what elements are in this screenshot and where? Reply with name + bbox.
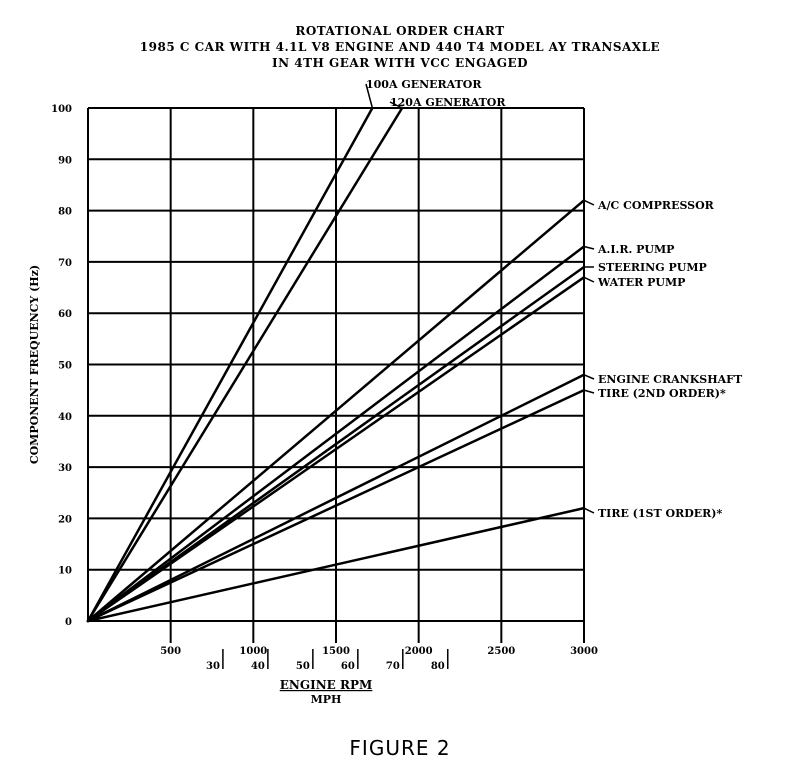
series-line (86, 245, 586, 623)
series-label: A.I.R. PUMP (597, 243, 674, 256)
rotational-order-chart: 0 10 20 30 40 50 60 70 80 90 100 500 1000 1500 2000 250… (28, 78, 743, 706)
y-tick-label: 50 (58, 361, 72, 372)
y-tick-label: 70 (58, 258, 72, 269)
series-leader (583, 374, 595, 380)
series-label: 120A GENERATOR (390, 96, 506, 109)
series-leader (583, 199, 595, 206)
mph-tick-label: 40 (251, 661, 265, 672)
figure-caption: FIGURE 2 (349, 736, 451, 760)
series-line (86, 199, 586, 623)
series-label: STEERING PUMP (598, 261, 707, 274)
series-label: ENGINE CRANKSHAFT (598, 373, 743, 386)
series-leader (583, 245, 595, 250)
y-tick-label: 20 (58, 514, 72, 525)
y-tick-label: 90 (58, 155, 72, 166)
series-label: WATER PUMP (597, 276, 685, 289)
series-label: TIRE (1ST ORDER)* (598, 507, 722, 520)
series-line (86, 265, 586, 623)
chart-subtitle-2: IN 4TH GEAR WITH VCC ENGAGED (271, 56, 528, 70)
y-axis-label: COMPONENT FREQUENCY (Hz) (28, 265, 41, 464)
series-leader (583, 389, 595, 394)
series-line (86, 106, 404, 623)
rpm-tick-label: 500 (160, 646, 181, 657)
mph-tick-label: 60 (341, 661, 355, 672)
series-line (86, 373, 586, 623)
series-line (86, 506, 586, 623)
mph-tick-label: 50 (296, 661, 310, 672)
y-tick-label: 80 (58, 207, 72, 218)
x-axis-label: ENGINE RPM (280, 678, 373, 692)
series-leader (583, 507, 595, 514)
y-tick-label: 10 (58, 566, 72, 577)
rpm-tick-label: 3000 (570, 646, 598, 657)
series-label: 100A GENERATOR (366, 78, 482, 91)
mph-tick-label: 30 (206, 661, 220, 672)
x-axis-label-mph: MPH (311, 693, 342, 706)
y-tick-label: 100 (51, 104, 72, 115)
series-label: TIRE (2ND ORDER)* (598, 387, 726, 400)
rpm-tick-label: 2000 (405, 646, 433, 657)
chart-title: ROTATIONAL ORDER CHART (295, 24, 505, 38)
series-line (86, 106, 374, 623)
rpm-tick-label: 1000 (239, 646, 267, 657)
y-tick-label: 60 (58, 309, 72, 320)
series-label: A/C COMPRESSOR (597, 199, 715, 212)
y-tick-label: 40 (58, 412, 72, 423)
series-line (86, 276, 586, 623)
chart-subtitle: 1985 C CAR WITH 4.1L V8 ENGINE AND 440 T… (139, 40, 661, 54)
mph-tick-label: 70 (386, 661, 400, 672)
series-leader (583, 276, 595, 283)
y-tick-label: 30 (58, 463, 72, 474)
series-line (86, 388, 586, 623)
series-leader (365, 83, 374, 109)
rpm-tick-label: 1500 (322, 646, 350, 657)
series-leader (389, 101, 403, 109)
mph-tick-label: 80 (431, 661, 445, 672)
rpm-tick-label: 2500 (487, 646, 515, 657)
y-tick-label: 0 (65, 617, 72, 628)
